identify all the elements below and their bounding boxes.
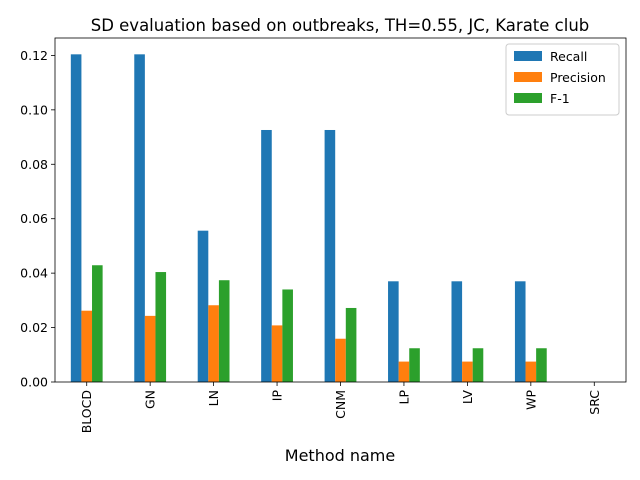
bar-precision-cnm: [335, 338, 346, 382]
x-tick-label: CNM: [333, 390, 348, 419]
bar-precision-blocd: [81, 310, 93, 382]
y-tick-label: 0.02: [20, 320, 48, 335]
plot-area: BLOCD GN LN IP CNM LP LV WP SRC 0.00 0.02 0.04 0.06 0…: [20, 37, 627, 433]
legend-label: Precision: [550, 70, 606, 85]
legend: Recall Precision F-1: [505, 43, 620, 116]
chart-title: SD evaluation based on outbreaks, TH=0.5…: [91, 16, 590, 35]
bar-recall-ip: [261, 129, 272, 382]
legend-swatch-f-1: [514, 93, 542, 103]
x-tick-label: LV: [460, 390, 475, 405]
x-tick-label: GN: [143, 390, 158, 409]
bar-f-1-lv: [472, 348, 484, 382]
bar-recall-lp: [388, 281, 399, 382]
x-tick-label: SRC: [587, 390, 602, 415]
bar-recall-ln: [197, 230, 209, 382]
bar-f-1-blocd: [92, 265, 103, 382]
y-tick-label: 0.00: [20, 375, 48, 390]
legend-swatch-recall: [514, 51, 542, 61]
legend-swatch-precision: [514, 72, 542, 82]
bar-recall-lv: [451, 281, 463, 382]
y-tick-label: 0.10: [20, 102, 48, 117]
x-axis-title: Method name: [285, 446, 395, 465]
bar-f-1-ln: [218, 280, 230, 382]
bar-precision-ip: [271, 325, 283, 382]
bar-precision-lv: [462, 361, 473, 382]
x-tick-label: WP: [523, 390, 538, 410]
y-tick-label: 0.08: [20, 157, 48, 172]
bar-recall-gn: [134, 54, 145, 382]
bar-precision-ln: [208, 305, 219, 382]
x-tick-label: BLOCD: [79, 390, 94, 433]
bar-f-1-cnm: [345, 307, 357, 382]
legend-label: F-1: [550, 91, 570, 106]
bar-f-1-wp: [536, 348, 547, 382]
x-tick-label: LN: [206, 390, 221, 406]
bar-recall-wp: [514, 281, 526, 382]
bar-recall-blocd: [70, 54, 82, 382]
y-tick-label: 0.12: [20, 48, 48, 63]
bar-recall-cnm: [324, 129, 336, 382]
bar-precision-lp: [398, 361, 410, 382]
x-tick-label: IP: [270, 390, 285, 402]
plot-frame: [54, 37, 627, 383]
bar-f-1-gn: [155, 272, 167, 382]
x-tick-label: LP: [396, 390, 411, 405]
y-tick-label: 0.04: [20, 266, 48, 281]
bar-precision-gn: [144, 315, 156, 382]
legend-label: Recall: [550, 49, 587, 64]
y-tick-label: 0.06: [20, 211, 48, 226]
bar-precision-wp: [525, 361, 537, 382]
bar-f-1-ip: [282, 289, 293, 382]
bar-f-1-lp: [409, 348, 420, 382]
